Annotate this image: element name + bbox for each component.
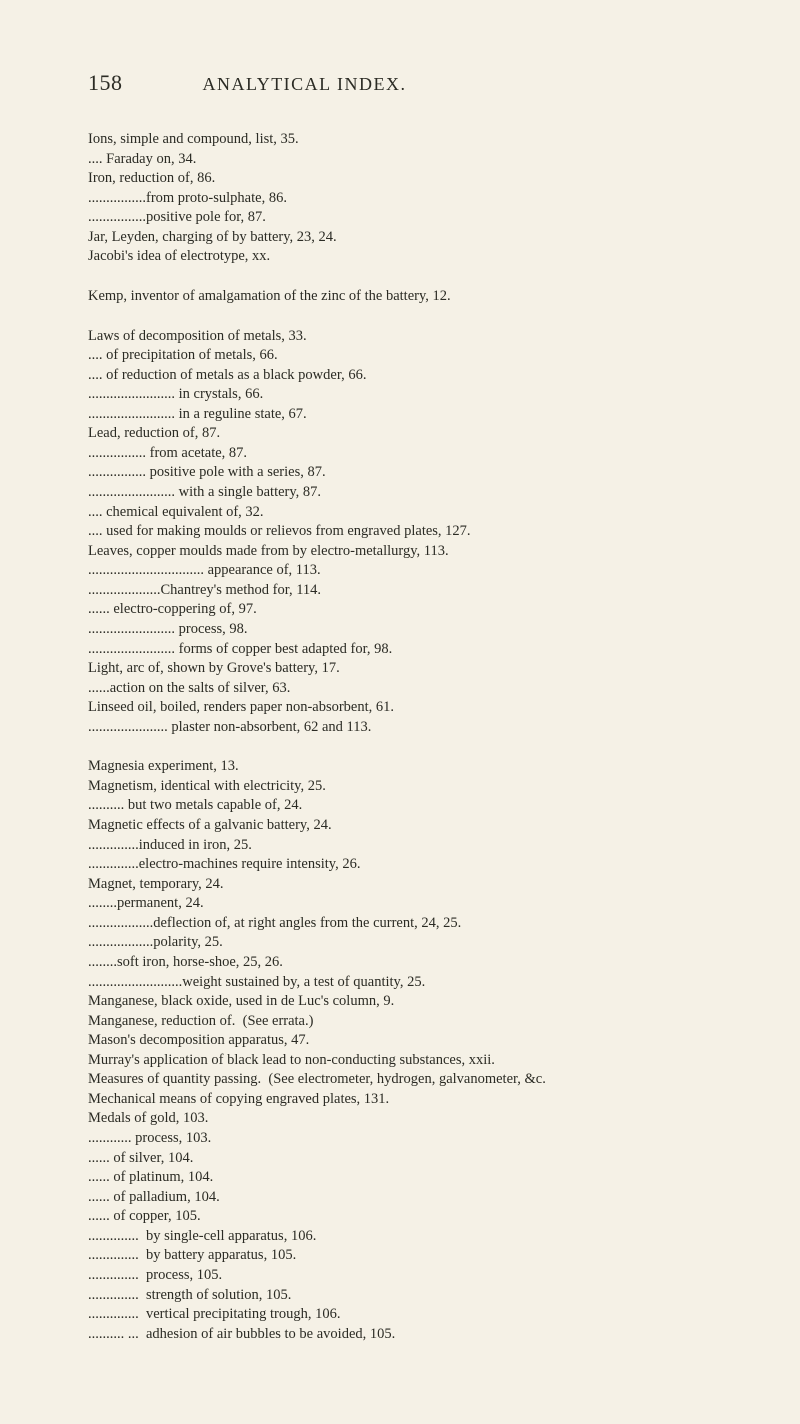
index-line: .... of reduction of metals as a black p…	[88, 366, 730, 386]
page-header: 158 ANALYTICAL INDEX.	[88, 70, 730, 96]
index-line: ...... of platinum, 104.	[88, 1168, 730, 1188]
index-line: .......... ... adhesion of air bubbles t…	[88, 1325, 730, 1345]
index-line: Magnetism, identical with electricity, 2…	[88, 777, 730, 797]
index-block: Magnesia experiment, 13.Magnetism, ident…	[88, 757, 730, 1344]
index-line: Jar, Leyden, charging of by battery, 23,…	[88, 228, 730, 248]
index-line: .............. by single-cell apparatus,…	[88, 1227, 730, 1247]
index-line: ........................ forms of copper…	[88, 640, 730, 660]
index-line: Light, arc of, shown by Grove's battery,…	[88, 659, 730, 679]
index-line: ...... of palladium, 104.	[88, 1188, 730, 1208]
index-line: Lead, reduction of, 87.	[88, 424, 730, 444]
index-line: ................ positive pole with a se…	[88, 463, 730, 483]
index-line: ......action on the salts of silver, 63.	[88, 679, 730, 699]
index-line: .......... but two metals capable of, 24…	[88, 796, 730, 816]
index-line: ................from proto-sulphate, 86.	[88, 189, 730, 209]
index-line: ........................ with a single b…	[88, 483, 730, 503]
index-line: ..................deflection of, at righ…	[88, 914, 730, 934]
index-line: .... of precipitation of metals, 66.	[88, 346, 730, 366]
index-line: ................ from acetate, 87.	[88, 444, 730, 464]
index-line: Medals of gold, 103.	[88, 1109, 730, 1129]
index-line: Linseed oil, boiled, renders paper non-a…	[88, 698, 730, 718]
index-line: ...... of silver, 104.	[88, 1149, 730, 1169]
index-line: Magnesia experiment, 13.	[88, 757, 730, 777]
page-title: ANALYTICAL INDEX.	[203, 74, 407, 95]
index-line: Murray's application of black lead to no…	[88, 1051, 730, 1071]
index-line: Iron, reduction of, 86.	[88, 169, 730, 189]
index-block: Ions, simple and compound, list, 35.....…	[88, 130, 730, 267]
page-container: 158 ANALYTICAL INDEX. Ions, simple and c…	[0, 0, 800, 1424]
index-line: Kemp, inventor of amalgamation of the zi…	[88, 287, 730, 307]
index-line: Manganese, reduction of. (See errata.)	[88, 1012, 730, 1032]
index-line: Mason's decomposition apparatus, 47.	[88, 1031, 730, 1051]
index-line: ........................ process, 98.	[88, 620, 730, 640]
index-line: ................................ appeara…	[88, 561, 730, 581]
page-number: 158	[88, 70, 123, 96]
index-line: .... Faraday on, 34.	[88, 150, 730, 170]
index-line: Measures of quantity passing. (See elect…	[88, 1070, 730, 1090]
index-line: .............. vertical precipitating tr…	[88, 1305, 730, 1325]
index-line: Leaves, copper moulds made from by elect…	[88, 542, 730, 562]
index-line: Magnet, temporary, 24.	[88, 875, 730, 895]
index-line: Jacobi's idea of electrotype, xx.	[88, 247, 730, 267]
index-line: ...................... plaster non-absor…	[88, 718, 730, 738]
index-line: Ions, simple and compound, list, 35.	[88, 130, 730, 150]
index-block: Laws of decomposition of metals, 33.....…	[88, 327, 730, 738]
index-line: .............. by battery apparatus, 105…	[88, 1246, 730, 1266]
index-line: .... used for making moulds or relievos …	[88, 522, 730, 542]
index-line: Laws of decomposition of metals, 33.	[88, 327, 730, 347]
index-line: ....................Chantrey's method fo…	[88, 581, 730, 601]
index-line: ................positive pole for, 87.	[88, 208, 730, 228]
index-body: Ions, simple and compound, list, 35.....…	[88, 130, 730, 1344]
index-line: ...... of copper, 105.	[88, 1207, 730, 1227]
index-line: ..............electro-machines require i…	[88, 855, 730, 875]
index-line: ........soft iron, horse-shoe, 25, 26.	[88, 953, 730, 973]
index-line: ........................ in crystals, 66…	[88, 385, 730, 405]
index-line: Magnetic effects of a galvanic battery, …	[88, 816, 730, 836]
index-line: ........................ in a reguline s…	[88, 405, 730, 425]
index-line: ............ process, 103.	[88, 1129, 730, 1149]
index-line: Mechanical means of copying engraved pla…	[88, 1090, 730, 1110]
index-line: Manganese, black oxide, used in de Luc's…	[88, 992, 730, 1012]
index-line: ..................polarity, 25.	[88, 933, 730, 953]
index-line: .............. process, 105.	[88, 1266, 730, 1286]
index-line: .............. strength of solution, 105…	[88, 1286, 730, 1306]
index-line: ..........................weight sustain…	[88, 973, 730, 993]
index-line: ........permanent, 24.	[88, 894, 730, 914]
index-block: Kemp, inventor of amalgamation of the zi…	[88, 287, 730, 307]
index-line: ..............induced in iron, 25.	[88, 836, 730, 856]
index-line: .... chemical equivalent of, 32.	[88, 503, 730, 523]
index-line: ...... electro-coppering of, 97.	[88, 600, 730, 620]
